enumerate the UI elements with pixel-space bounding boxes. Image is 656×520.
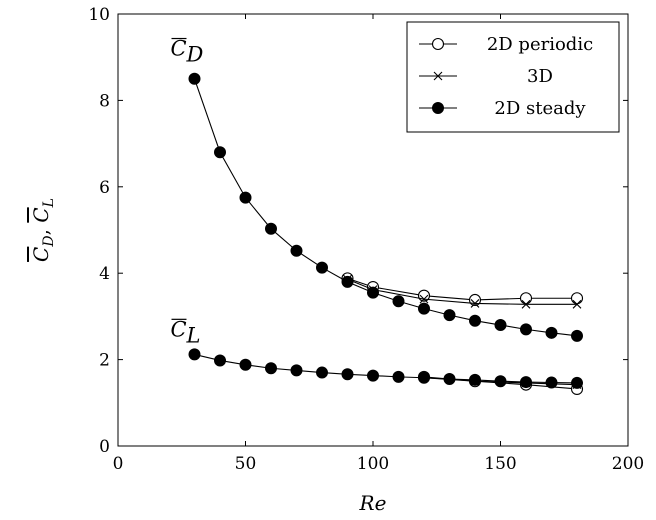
data-point: [571, 376, 583, 389]
series-line: [193, 78, 578, 337]
y-label-cd-base: C: [29, 247, 53, 262]
data-point: [494, 319, 507, 332]
data-point: [521, 299, 531, 309]
legend-label: 2D steady: [494, 98, 586, 119]
legend-entry: 3D: [419, 66, 553, 87]
data-point: [443, 309, 456, 322]
legend-marker: [432, 102, 444, 114]
data-point: [469, 314, 481, 327]
data-point: [545, 326, 558, 339]
x-axis-label: Re: [359, 491, 387, 515]
legend: 2D periodic 3D 2D steady: [406, 21, 620, 133]
annotations: C DC L: [171, 37, 204, 348]
legend-entry: 2D steady: [419, 98, 586, 119]
data-point: [367, 286, 379, 299]
legend-entry: 2D periodic: [419, 34, 593, 55]
data-point: [418, 371, 430, 384]
y-tick-label: 0: [99, 437, 110, 457]
plot-area: [188, 72, 584, 396]
y-tick-label: 8: [99, 91, 110, 111]
data-point: [520, 323, 532, 336]
data-point: [418, 302, 430, 315]
y-label-cl-base: C: [29, 207, 53, 222]
data-point: [214, 146, 226, 159]
annotation-sub: L: [186, 323, 201, 347]
series-line: [194, 353, 578, 384]
data-point: [367, 369, 379, 382]
data-point: [570, 292, 584, 305]
data-point: [290, 364, 303, 377]
legend-marker: [433, 71, 443, 81]
x-tick-label: 200: [612, 454, 644, 474]
series-line: [347, 277, 577, 301]
legend-marker: [431, 37, 445, 51]
y-tick-label: 4: [99, 264, 110, 284]
data-point-stroke-b: [470, 299, 480, 308]
annotation-base: C: [171, 37, 187, 61]
x-tick-label: 0: [113, 454, 124, 474]
data-point: [239, 358, 252, 371]
data-point: [520, 376, 532, 389]
legend-label: 3D: [527, 66, 553, 87]
data-point: [316, 366, 328, 379]
x-tick-label: 50: [235, 454, 257, 474]
y-tick-label: 10: [88, 5, 110, 25]
legend-marker-stroke-b: [433, 71, 443, 81]
data-point: [392, 370, 405, 383]
y-label-cl-sub: L: [41, 198, 57, 208]
y-label-sep: ,: [29, 223, 53, 236]
annotation-sub: D: [186, 43, 204, 67]
y-label-cd-sub: D: [41, 235, 57, 247]
y-axis-label: CD, CL: [29, 198, 57, 262]
y-tick-label: 6: [99, 178, 110, 198]
data-point: [419, 294, 429, 304]
legend-label: 2D periodic: [487, 34, 593, 55]
series-2d-steady: [188, 72, 583, 389]
annotation-base: C: [171, 317, 187, 341]
data-point-stroke-b: [521, 299, 531, 309]
data-point: [290, 244, 303, 257]
data-point: [470, 299, 480, 308]
data-point: [214, 354, 226, 367]
data-point: [188, 72, 201, 85]
data-point: [469, 373, 481, 386]
data-point: [316, 261, 328, 274]
data-point-stroke-b: [572, 299, 582, 309]
data-point-stroke-b: [419, 294, 429, 304]
data-point: [341, 368, 354, 381]
data-point: [188, 348, 201, 361]
data-point: [545, 376, 558, 389]
data-point: [443, 373, 456, 386]
data-point: [572, 299, 582, 309]
data-point: [392, 295, 405, 308]
data-point: [341, 275, 354, 288]
series-line: [347, 278, 577, 305]
data-point: [519, 292, 533, 305]
data-point: [494, 375, 507, 388]
data-point: [265, 362, 277, 375]
x-tick-label: 150: [484, 454, 516, 474]
x-tick-label: 100: [357, 454, 389, 474]
data-point: [239, 191, 252, 204]
y-tick-label: 2: [99, 351, 110, 371]
data-point: [571, 329, 583, 342]
data-point: [265, 222, 277, 235]
